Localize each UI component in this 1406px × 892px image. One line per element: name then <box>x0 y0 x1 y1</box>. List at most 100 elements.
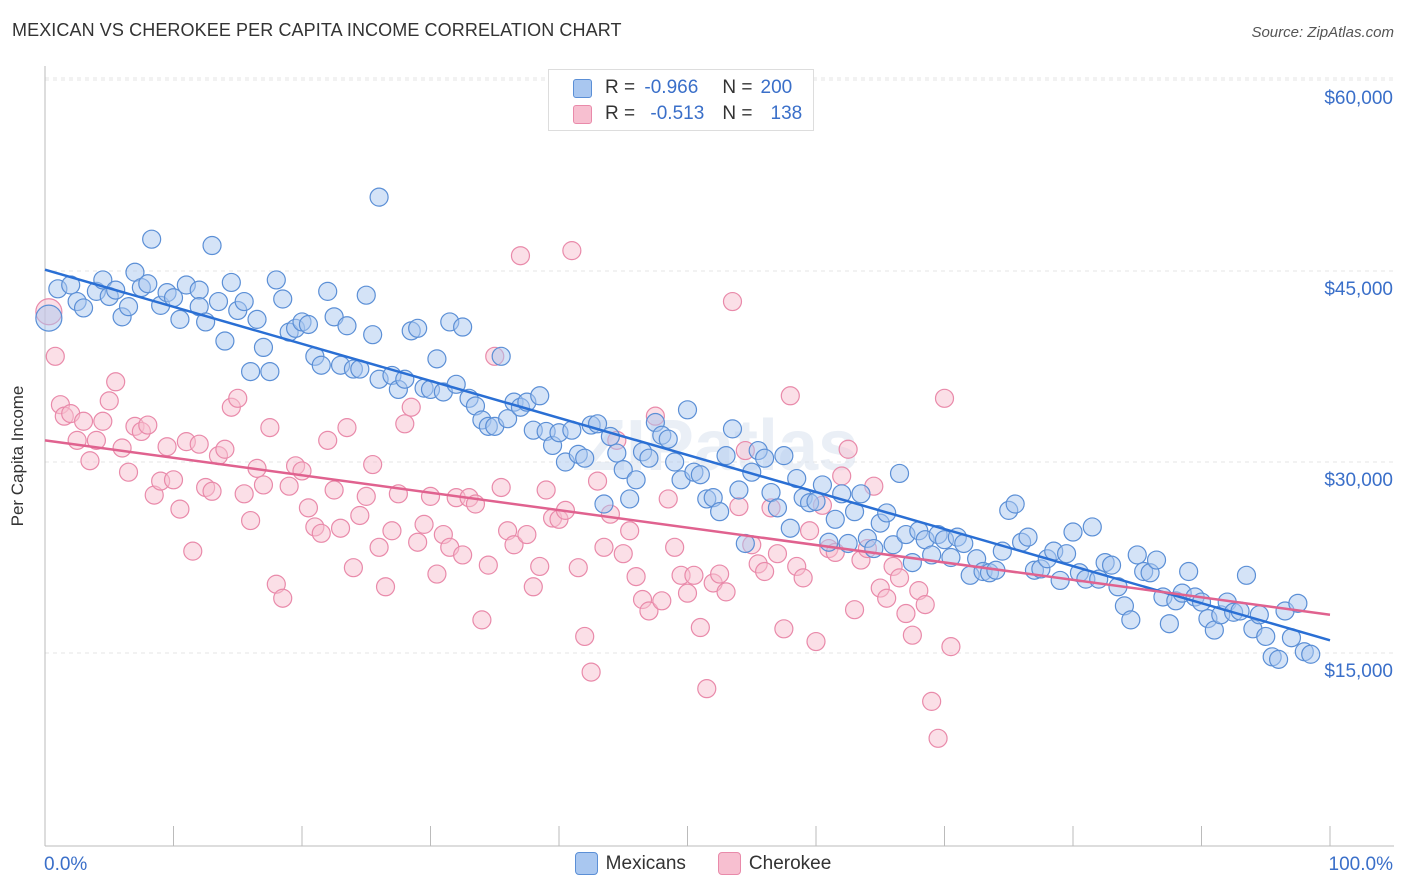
data-point <box>658 489 678 509</box>
data-point <box>189 280 209 300</box>
data-point <box>427 349 447 369</box>
data-point <box>530 556 550 577</box>
data-point <box>722 419 743 439</box>
data-point <box>889 463 910 484</box>
data-point <box>1179 561 1199 582</box>
data-point <box>934 388 955 408</box>
data-point <box>677 400 698 420</box>
data-point <box>806 491 826 512</box>
data-point <box>498 409 518 429</box>
data-point <box>626 470 646 490</box>
legend-row-mexicans: R = -0.966 N = 200 <box>573 77 792 99</box>
data-point <box>575 626 595 647</box>
data-point <box>767 498 788 518</box>
data-point <box>780 518 800 538</box>
data-point <box>170 309 190 329</box>
legend-item-cherokee: Cherokee <box>717 852 831 875</box>
data-point <box>356 486 376 506</box>
data-point <box>408 532 428 552</box>
data-point <box>1121 610 1141 630</box>
data-point <box>343 558 363 578</box>
data-point <box>710 564 730 584</box>
data-point <box>1236 565 1257 585</box>
data-point <box>889 568 910 588</box>
n-label: N = <box>722 103 753 124</box>
data-point <box>401 397 421 417</box>
data-point <box>183 541 203 561</box>
data-point <box>710 502 730 522</box>
data-point <box>73 411 94 431</box>
data-point <box>491 346 511 366</box>
mexicans-swatch <box>573 78 592 98</box>
data-point <box>793 568 813 588</box>
data-point <box>1082 517 1102 537</box>
data-point <box>1301 644 1321 664</box>
data-point <box>157 437 177 457</box>
data-point <box>877 588 897 608</box>
axes <box>44 66 1394 847</box>
cherokee-trend-line <box>44 439 1331 617</box>
data-point <box>138 274 158 294</box>
data-point <box>613 544 633 564</box>
data-point <box>767 544 788 564</box>
data-point <box>247 309 267 329</box>
data-point <box>221 272 241 293</box>
data-point <box>208 291 229 312</box>
data-point <box>453 545 473 565</box>
data-point <box>375 577 396 597</box>
n-label: N = <box>722 77 753 98</box>
data-point <box>228 388 248 408</box>
data-point <box>369 187 389 207</box>
data-point <box>93 411 113 431</box>
data-point <box>652 591 672 611</box>
data-point <box>273 588 293 608</box>
trend-lines <box>44 268 1331 642</box>
r-label: R = <box>605 77 636 98</box>
data-point <box>1056 544 1077 564</box>
data-point <box>729 480 749 500</box>
data-point <box>241 510 261 531</box>
data-point <box>1050 570 1070 591</box>
data-point <box>754 448 775 468</box>
data-point <box>594 494 614 514</box>
data-point <box>941 637 961 657</box>
x-tick-label: 100.0% <box>1329 854 1394 875</box>
data-point <box>420 486 441 506</box>
series-legend: Mexicans Cherokee <box>0 852 1406 875</box>
data-point <box>163 470 184 490</box>
data-point <box>1146 550 1167 570</box>
y-tick-label: $15,000 <box>1324 661 1393 682</box>
x-tick-labels: 0.0% 100.0% <box>44 854 1393 875</box>
data-point <box>234 484 254 504</box>
data-point <box>1101 555 1122 575</box>
data-point <box>260 418 280 438</box>
data-point <box>318 281 338 301</box>
data-point <box>189 434 209 454</box>
data-point <box>517 524 537 545</box>
legend-label-mexicans: Mexicans <box>605 852 686 874</box>
x-tick-label: 0.0% <box>44 854 87 875</box>
mexicans-trend-line <box>44 268 1331 642</box>
data-point <box>665 537 685 557</box>
source-label: Source: ZipAtlas.com <box>1251 24 1394 41</box>
y-tick-label: $45,000 <box>1324 279 1393 300</box>
data-point <box>504 535 524 555</box>
data-point <box>806 631 826 652</box>
data-point <box>260 361 280 382</box>
legend-item-mexicans: Mexicans <box>574 852 686 875</box>
data-point <box>311 355 331 375</box>
data-point <box>620 521 640 541</box>
data-point <box>639 448 659 468</box>
data-point <box>1256 626 1276 647</box>
data-point <box>1268 649 1289 669</box>
data-point <box>73 298 94 318</box>
data-point <box>369 537 389 557</box>
data-point <box>350 505 370 526</box>
y-tick-labels: $15,000 $30,000 $45,000 $60,000 <box>1324 88 1393 682</box>
data-point <box>690 465 710 485</box>
data-point <box>799 521 820 541</box>
data-point <box>690 617 710 638</box>
data-point <box>684 565 704 585</box>
data-point <box>754 561 775 582</box>
r-value: -0.513 <box>650 103 705 124</box>
